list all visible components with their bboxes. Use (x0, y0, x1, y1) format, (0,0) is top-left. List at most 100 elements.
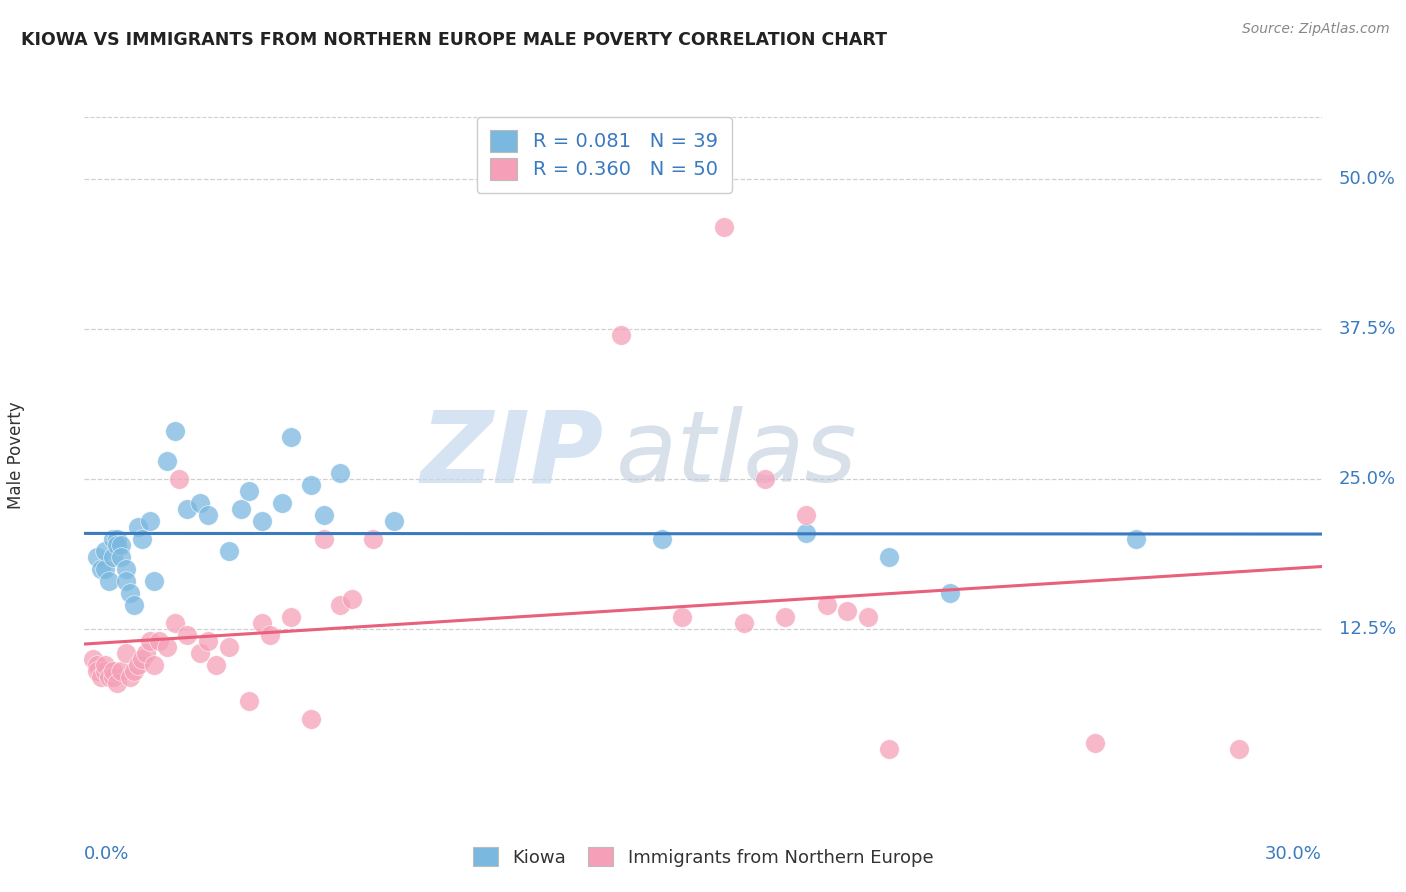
Text: 0.0%: 0.0% (84, 845, 129, 863)
Point (139, 633, 162, 648)
Point (250, 615, 273, 630)
Point (238, 483, 260, 498)
Point (122, 598, 145, 612)
Point (127, 520, 149, 534)
Point (110, 538, 132, 552)
Point (299, 712, 322, 726)
Point (815, 598, 838, 612)
Point (329, 466, 352, 480)
Point (671, 610, 693, 624)
Point (342, 591, 364, 606)
Text: 30.0%: 30.0% (1265, 845, 1322, 863)
Point (94, 562, 117, 576)
Point (90, 670, 112, 684)
Point (114, 646, 136, 660)
Text: Source: ZipAtlas.com: Source: ZipAtlas.com (1241, 22, 1389, 37)
Point (176, 628, 198, 642)
Point (176, 502, 198, 516)
Point (218, 640, 240, 654)
Text: KIOWA VS IMMIGRANTS FROM NORTHERN EUROPE MALE POVERTY CORRELATION CHART: KIOWA VS IMMIGRANTS FROM NORTHERN EUROPE… (21, 31, 887, 49)
Point (167, 472, 190, 486)
Point (105, 676, 128, 690)
Point (188, 646, 211, 660)
Point (103, 664, 125, 678)
Point (713, 219, 735, 234)
Text: atlas: atlas (616, 407, 858, 503)
Point (197, 633, 219, 648)
Point (312, 532, 335, 546)
Point (98, 574, 121, 588)
Point (98, 670, 121, 684)
Point (229, 502, 252, 516)
Point (114, 574, 136, 588)
Point (856, 610, 879, 624)
Point (105, 532, 128, 546)
Point (280, 430, 302, 444)
Point (114, 562, 136, 576)
Text: ZIP: ZIP (420, 407, 605, 503)
Point (94, 544, 117, 558)
Point (143, 574, 166, 588)
Point (86, 664, 108, 678)
Point (122, 664, 145, 678)
Point (312, 508, 335, 522)
Point (110, 549, 132, 564)
Point (837, 604, 859, 618)
Point (139, 514, 162, 528)
Point (1227, 741, 1250, 756)
Point (205, 657, 228, 672)
Point (250, 514, 273, 528)
Point (103, 532, 125, 546)
Point (877, 549, 900, 564)
Point (775, 610, 797, 624)
Point (1084, 736, 1107, 750)
Point (105, 538, 128, 552)
Point (754, 472, 776, 486)
Point (238, 694, 260, 708)
Point (299, 478, 322, 492)
Point (877, 741, 900, 756)
Point (94, 664, 117, 678)
Legend: Kiowa, Immigrants from Northern Europe: Kiowa, Immigrants from Northern Europe (465, 839, 941, 874)
Point (197, 508, 219, 522)
Point (165, 615, 187, 630)
Point (733, 615, 755, 630)
Point (1125, 532, 1147, 546)
Point (651, 532, 673, 546)
Point (86, 657, 108, 672)
Text: 37.5%: 37.5% (1339, 320, 1396, 338)
Point (794, 508, 817, 522)
Point (103, 549, 125, 564)
Text: Male Poverty: Male Poverty (7, 401, 25, 508)
Point (148, 633, 170, 648)
Text: 25.0%: 25.0% (1339, 470, 1396, 488)
Point (86, 549, 108, 564)
Point (218, 544, 240, 558)
Point (939, 586, 962, 600)
Point (94, 657, 117, 672)
Point (156, 454, 179, 468)
Point (135, 646, 157, 660)
Point (118, 586, 141, 600)
Text: 12.5%: 12.5% (1339, 620, 1396, 638)
Point (609, 328, 631, 343)
Text: 50.0%: 50.0% (1339, 170, 1395, 188)
Point (329, 598, 352, 612)
Point (110, 664, 132, 678)
Point (271, 496, 294, 510)
Point (280, 610, 302, 624)
Point (382, 514, 405, 528)
Point (361, 532, 384, 546)
Point (103, 670, 125, 684)
Point (165, 424, 187, 438)
Point (156, 640, 179, 654)
Point (127, 657, 149, 672)
Point (143, 657, 166, 672)
Point (188, 496, 211, 510)
Point (131, 652, 153, 666)
Point (259, 628, 281, 642)
Point (90, 562, 112, 576)
Point (82, 652, 104, 666)
Point (794, 525, 817, 540)
Point (131, 532, 153, 546)
